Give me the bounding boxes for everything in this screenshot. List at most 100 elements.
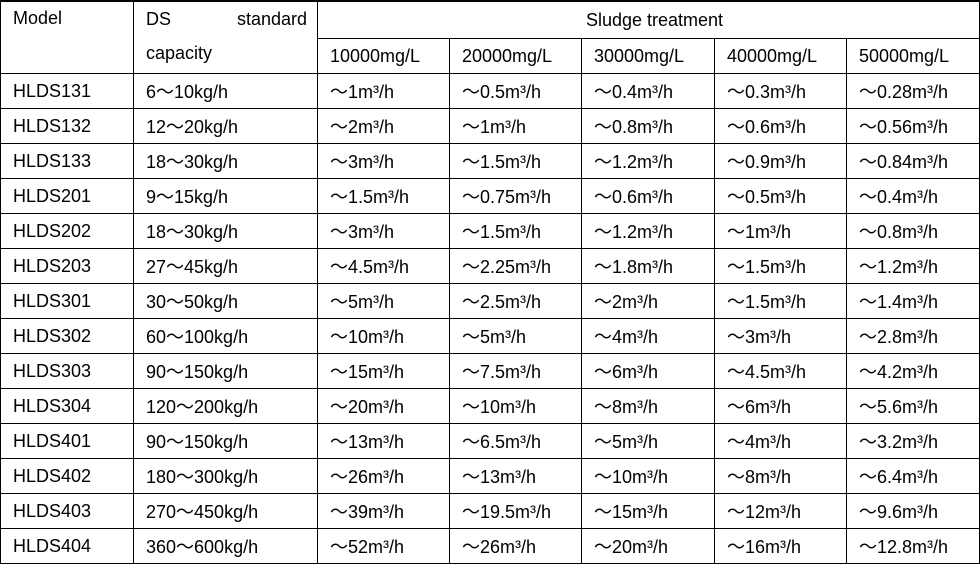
cell: ～0.4m³/h bbox=[845, 178, 980, 214]
cell: ～1.5m³/h bbox=[714, 248, 847, 284]
cell: 30～50kg/h bbox=[133, 283, 318, 319]
cell: ～6.4m³/h bbox=[845, 458, 980, 494]
cell: 90～150kg/h bbox=[133, 353, 318, 389]
cell: 270～450kg/h bbox=[133, 493, 318, 529]
cell: 40000mg/L bbox=[714, 38, 847, 74]
cell: ～6m³/h bbox=[714, 388, 847, 424]
cell: ～6.5m³/h bbox=[449, 423, 582, 459]
cell: ～4m³/h bbox=[714, 423, 847, 459]
cell: 120～200kg/h bbox=[133, 388, 318, 424]
cell: ～0.6m³/h bbox=[714, 108, 847, 144]
cell: ～39m³/h bbox=[317, 493, 450, 529]
cell: 18～30kg/h bbox=[133, 143, 318, 179]
cell: 10000mg/L bbox=[317, 38, 450, 74]
cell: HLDS201 bbox=[0, 178, 134, 214]
row: HLDS133 18～30kg/h ～3m³/h ～1.5m³/h ～1.2m³/h ～0… bbox=[0, 143, 980, 179]
cell: ～10m³/h bbox=[449, 388, 582, 424]
cell: ～4m³/h bbox=[581, 318, 715, 354]
cell: HLDS404 bbox=[0, 528, 134, 564]
cell: ～1m³/h bbox=[449, 108, 582, 144]
cell: ～26m³/h bbox=[317, 458, 450, 494]
row: HLDS303 90～150kg/h ～15m³/h ～7.5m³/h ～6m³/h ～4… bbox=[0, 353, 980, 389]
cell: ～12.8m³/h bbox=[845, 528, 980, 564]
cell: ～1.5m³/h bbox=[449, 143, 582, 179]
cell: ～19.5m³/h bbox=[449, 493, 582, 529]
cell: ～0.3m³/h bbox=[714, 73, 847, 109]
cell: ～15m³/h bbox=[581, 493, 715, 529]
cell: ～13m³/h bbox=[449, 458, 582, 494]
cell: ～1m³/h bbox=[714, 213, 847, 249]
cell: ～1.5m³/h bbox=[449, 213, 582, 249]
cell: ～2.25m³/h bbox=[449, 248, 582, 284]
cell: ～20m³/h bbox=[317, 388, 450, 424]
row: HLDS403 270～450kg/h ～39m³/h ～19.5m³/h ～15m³/… bbox=[0, 493, 980, 529]
cell: ～0.9m³/h bbox=[714, 143, 847, 179]
cell: ～5m³/h bbox=[581, 423, 715, 459]
cell: ～6m³/h bbox=[581, 353, 715, 389]
row: HLDS404 360～600kg/h ～52m³/h ～26m³/h ～20m³/h ～… bbox=[0, 528, 980, 564]
row: HLDS201 9～15kg/h ～1.5m³/h ～0.75m³/h ～0.6m³/h… bbox=[0, 178, 980, 214]
cell: ～1.8m³/h bbox=[581, 248, 715, 284]
cell: HLDS403 bbox=[0, 493, 134, 529]
row: HLDS203 27～45kg/h ～4.5m³/h ～2.25m³/h ～1.8m³/… bbox=[0, 248, 980, 284]
cell: ～26m³/h bbox=[449, 528, 582, 564]
cell: 50000mg/L bbox=[845, 38, 980, 74]
cell: ～1.4m³/h bbox=[845, 283, 980, 319]
cell: ～1.5m³/h bbox=[714, 283, 847, 319]
cell: ～0.56m³/h bbox=[845, 108, 980, 144]
cell: ～2.8m³/h bbox=[845, 318, 980, 354]
row: HLDS401 90～150kg/h ～13m³/h ～6.5m³/h ～5m³/h ～4… bbox=[0, 423, 980, 459]
cell: 27～45kg/h bbox=[133, 248, 318, 284]
cell: ～13m³/h bbox=[317, 423, 450, 459]
header-cell: Model bbox=[0, 0, 134, 74]
cell: HLDS303 bbox=[0, 353, 134, 389]
cell: ～0.4m³/h bbox=[581, 73, 715, 109]
cell: ～3.2m³/h bbox=[845, 423, 980, 459]
row: HLDS302 60～100kg/h ～10m³/h ～5m³/h ～4m³/h ～3m³… bbox=[0, 318, 980, 354]
row: HLDS131 6～10kg/h ～1m³/h ～0.5m³/h ～0.4m³/h ～0.… bbox=[0, 73, 980, 109]
cell: ～8m³/h bbox=[581, 388, 715, 424]
cell: 180～300kg/h bbox=[133, 458, 318, 494]
row: HLDS301 30～50kg/h ～5m³/h ～2.5m³/h ～2m³/h ～1.5… bbox=[0, 283, 980, 319]
cell: ～0.8m³/h bbox=[581, 108, 715, 144]
cell: 9～15kg/h bbox=[133, 178, 318, 214]
cell: ～2m³/h bbox=[581, 283, 715, 319]
cell: ～1.2m³/h bbox=[581, 143, 715, 179]
cell: ～5m³/h bbox=[317, 283, 450, 319]
cell: 30000mg/L bbox=[581, 38, 715, 74]
cell: ～15m³/h bbox=[317, 353, 450, 389]
row: HLDS402 180～300kg/h ～26m³/h ～13m³/h ～10m³/h ～… bbox=[0, 458, 980, 494]
cell: ～10m³/h bbox=[317, 318, 450, 354]
row: HLDS304 120～200kg/h ～20m³/h ～10m³/h ～8m³/h ～6… bbox=[0, 388, 980, 424]
cell: ～1m³/h bbox=[317, 73, 450, 109]
cell: HLDS401 bbox=[0, 423, 134, 459]
cell: 18～30kg/h bbox=[133, 213, 318, 249]
cell: ～5m³/h bbox=[449, 318, 582, 354]
cell: ～0.5m³/h bbox=[449, 73, 582, 109]
cell: HLDS131 bbox=[0, 73, 134, 109]
cell: ～1.5m³/h bbox=[317, 178, 450, 214]
cell: HLDS302 bbox=[0, 318, 134, 354]
cell: ～4.5m³/h bbox=[317, 248, 450, 284]
cell: ～3m³/h bbox=[317, 143, 450, 179]
header-cell: Sludge treatment bbox=[316, 0, 980, 39]
cell: 12～20kg/h bbox=[133, 108, 318, 144]
cell: ～7.5m³/h bbox=[449, 353, 582, 389]
cell: ～2m³/h bbox=[317, 108, 450, 144]
cell: ～5.6m³/h bbox=[845, 388, 980, 424]
cell: HLDS301 bbox=[0, 283, 134, 319]
cell: ～3m³/h bbox=[317, 213, 450, 249]
cell: ～1.2m³/h bbox=[581, 213, 715, 249]
cell: 20000mg/L bbox=[449, 38, 582, 74]
cell: ～10m³/h bbox=[581, 458, 715, 494]
cell: ～0.6m³/h bbox=[581, 178, 715, 214]
cell: 90～150kg/h bbox=[133, 423, 318, 459]
cell: ～9.6m³/h bbox=[845, 493, 980, 529]
cell: HLDS402 bbox=[0, 458, 134, 494]
cell: ～52m³/h bbox=[317, 528, 450, 564]
cell: 60～100kg/h bbox=[133, 318, 318, 354]
cell: HLDS132 bbox=[0, 108, 134, 144]
